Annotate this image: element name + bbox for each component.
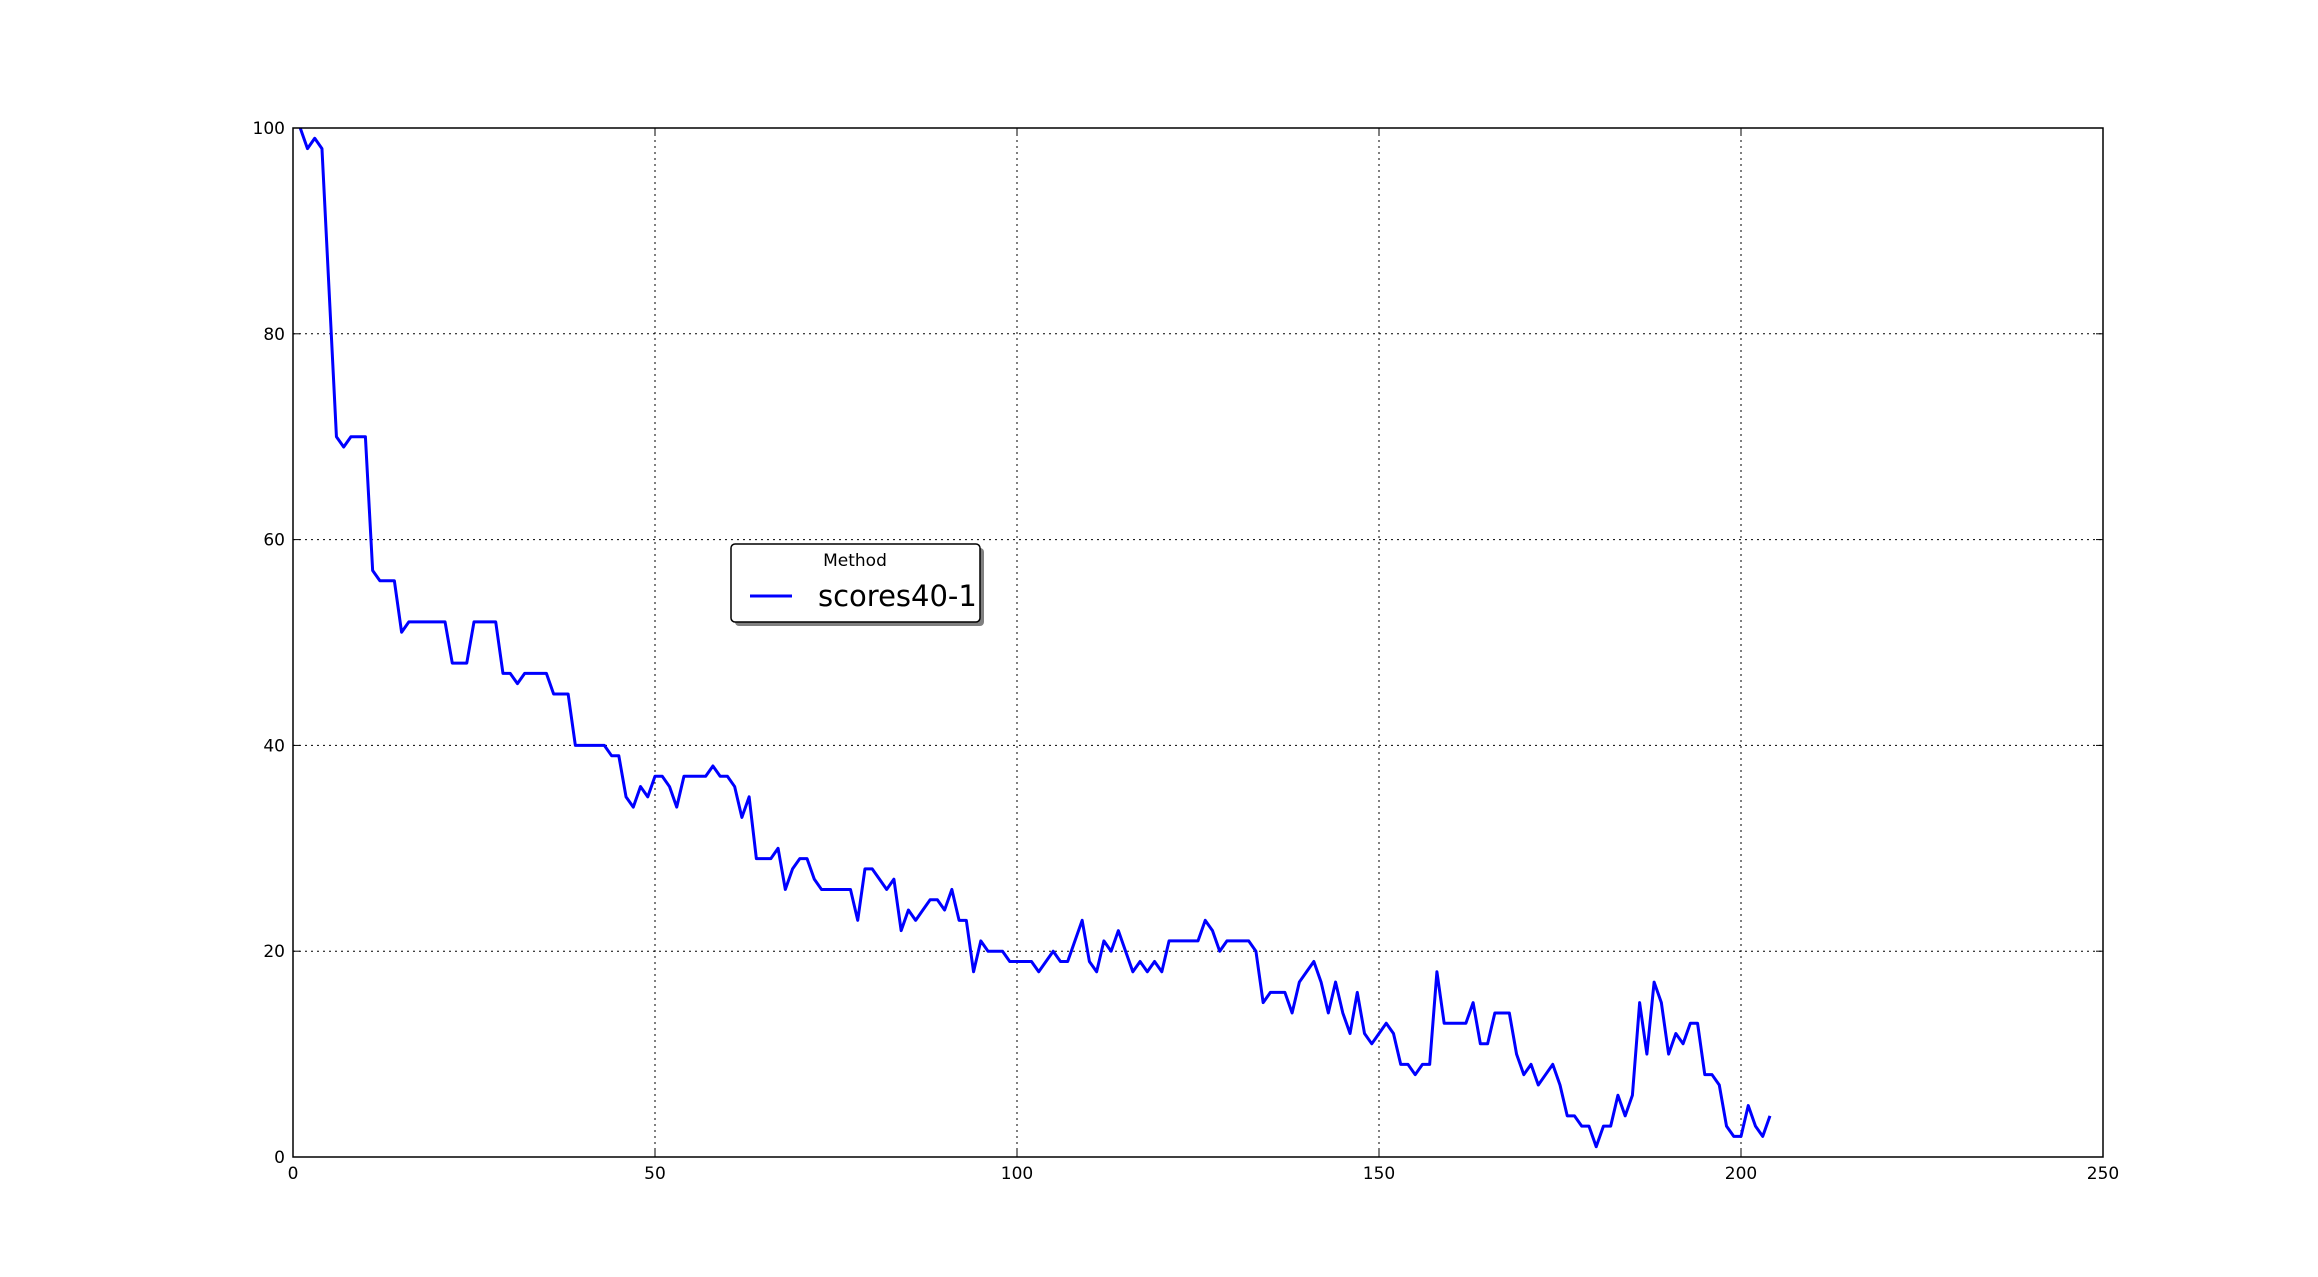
y-tick-label: 0 <box>274 1148 285 1168</box>
x-tick-label: 250 <box>2087 1164 2119 1184</box>
legend-label-scores40-1: scores40-1 <box>818 579 977 613</box>
y-tick-label: 100 <box>253 119 285 139</box>
y-tick-label: 40 <box>263 736 285 756</box>
x-tick-label: 200 <box>1725 1164 1757 1184</box>
series-line-scores40-1 <box>298 127 1772 1149</box>
x-tick-label: 0 <box>288 1164 299 1184</box>
legend: Method scores40-1 <box>730 543 984 626</box>
axis-tick-labels: 0 50 100 150 200 250 0 20 40 60 80 100 <box>253 119 2120 1184</box>
series-layer <box>298 127 1772 1149</box>
legend-box <box>730 543 981 623</box>
axis-ticks <box>292 127 2104 1158</box>
x-tick-label: 150 <box>1363 1164 1395 1184</box>
plot-frame <box>292 127 2104 1158</box>
x-tick-label: 50 <box>644 1164 666 1184</box>
y-tick-label: 20 <box>263 942 285 962</box>
y-tick-label: 80 <box>263 325 285 345</box>
legend-title: Method <box>823 551 887 571</box>
y-tick-label: 60 <box>263 531 285 551</box>
x-tick-label: 100 <box>1001 1164 1033 1184</box>
